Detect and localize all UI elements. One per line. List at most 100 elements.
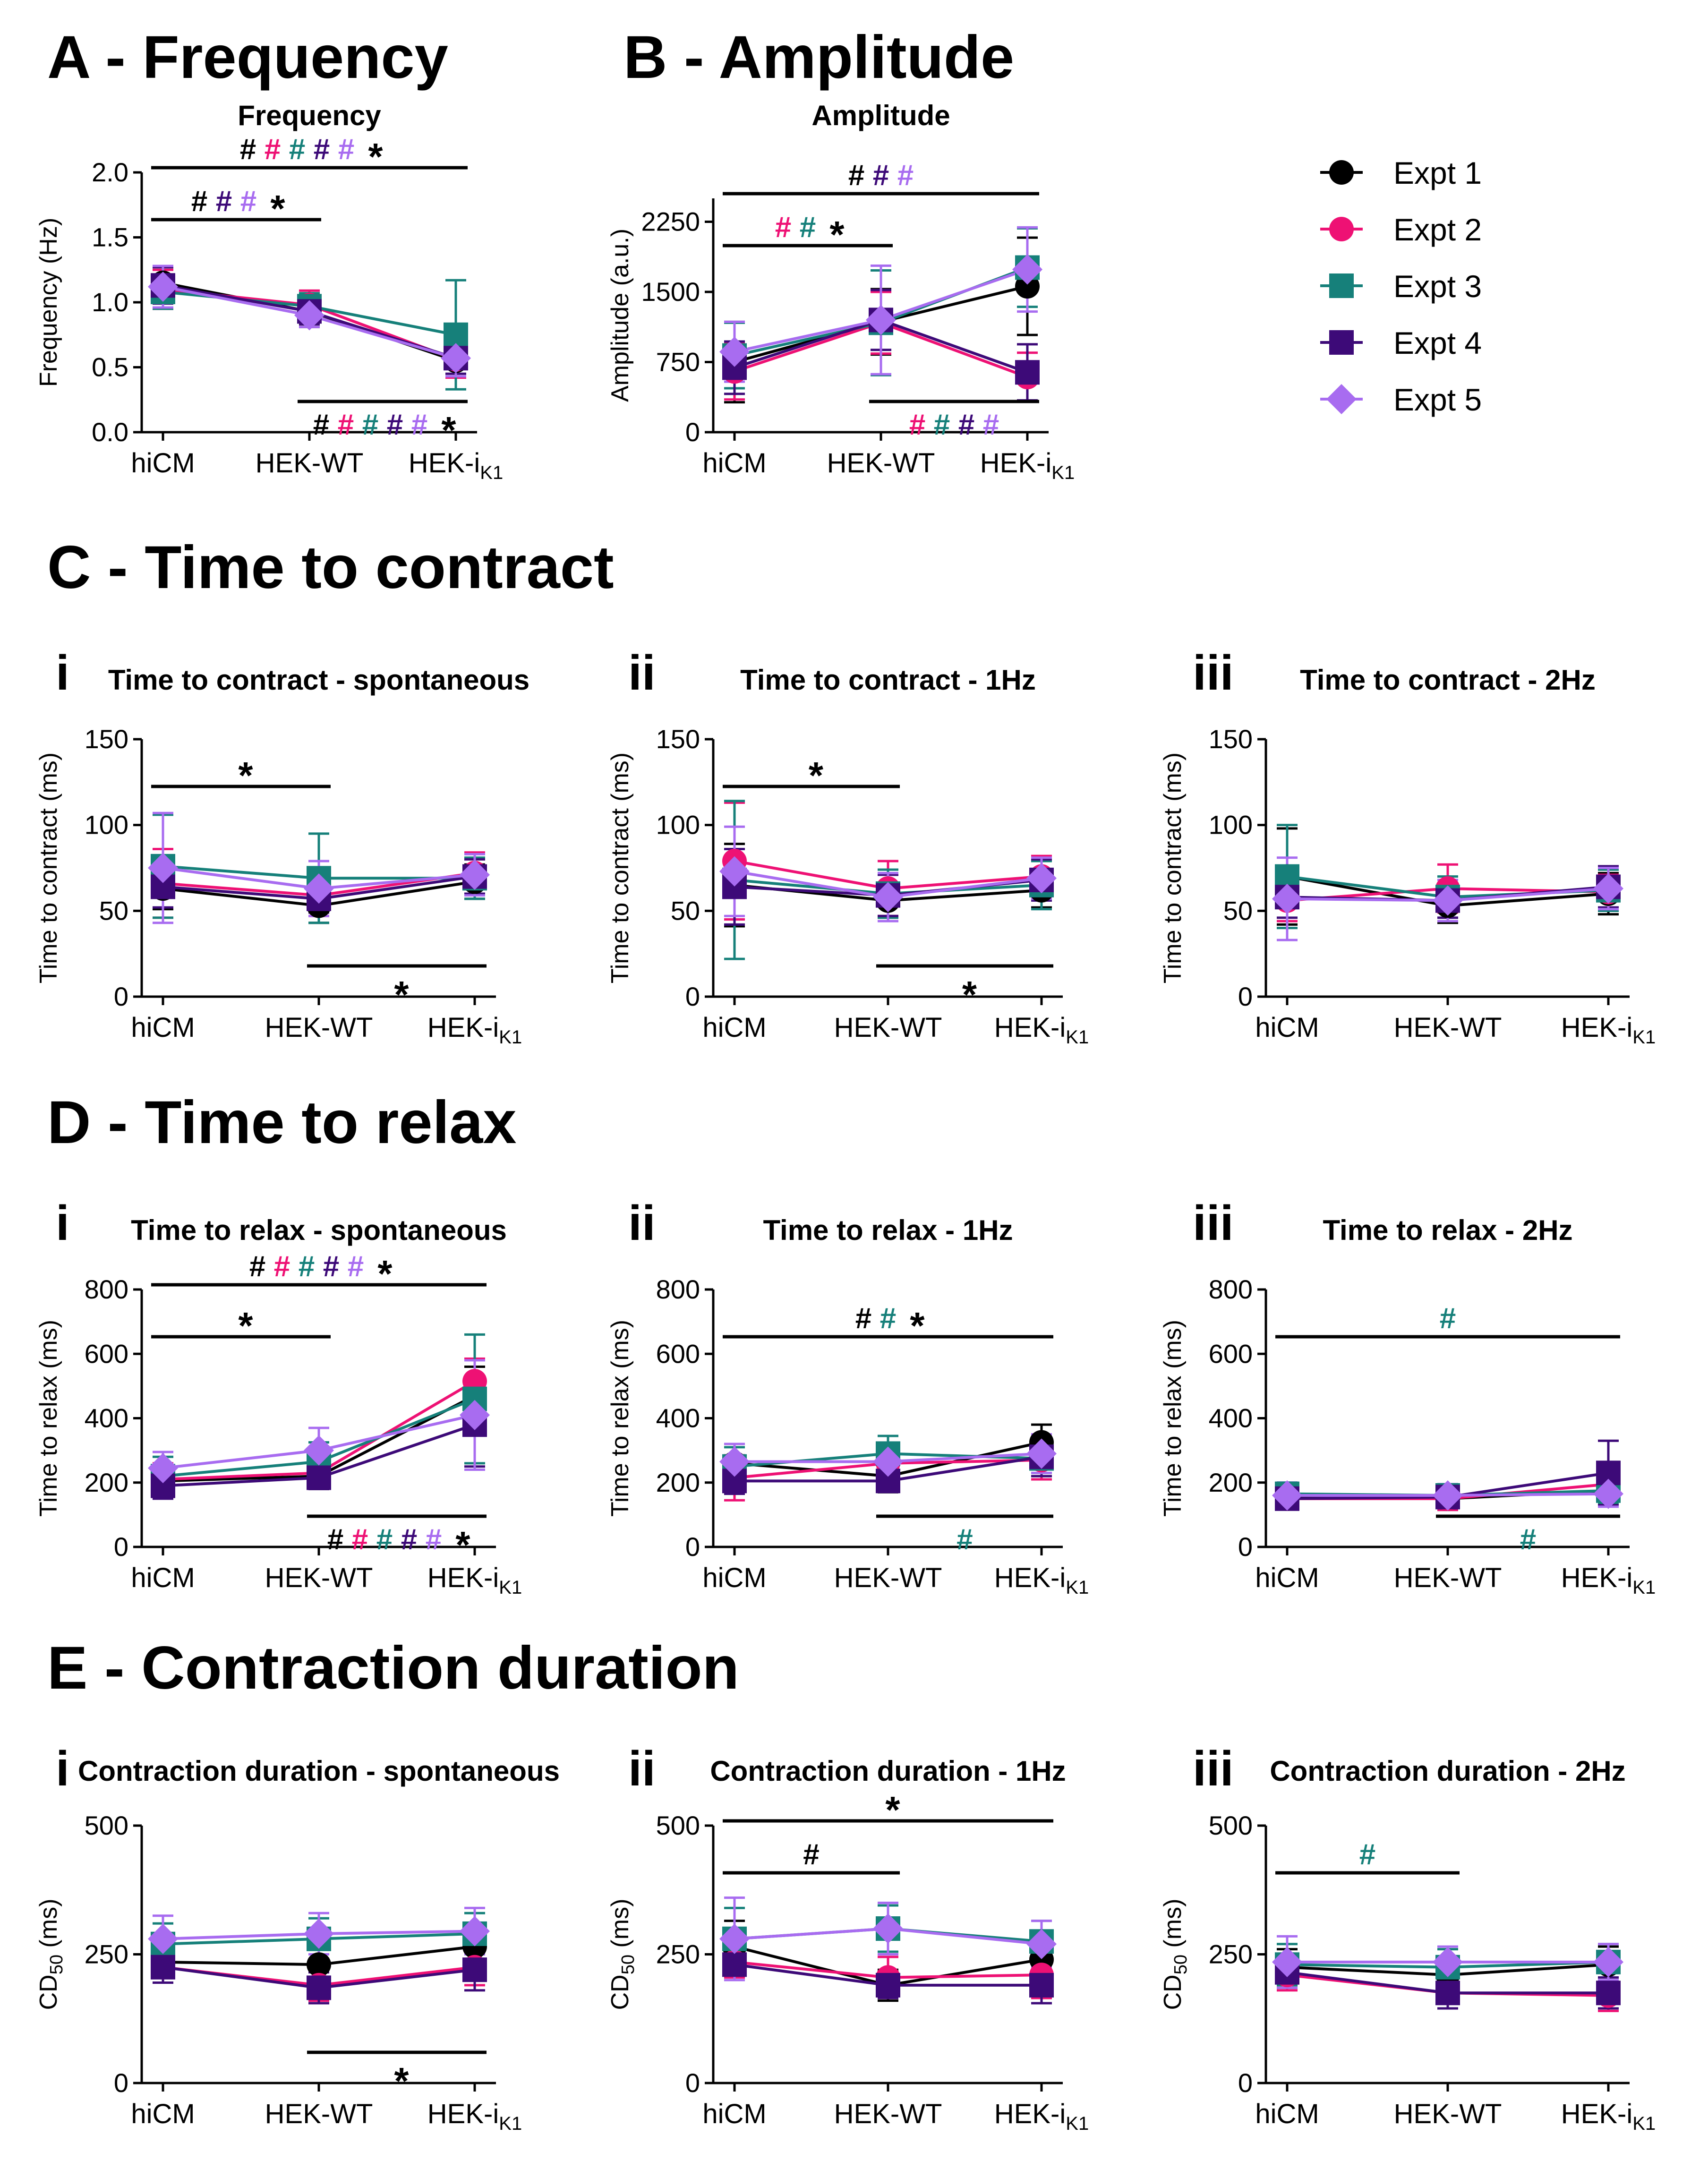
x-tick-label: hiCM <box>702 448 766 478</box>
significance-star: * <box>368 136 383 178</box>
chart-cii: Time to contract - 1Hz 0 50 100 150 hiCM HEK-W… <box>606 664 1089 1048</box>
data-point <box>873 882 903 913</box>
chart-title: Amplitude <box>811 100 950 131</box>
x-tick-label: HEK-iK1 <box>1561 2099 1656 2134</box>
x-tick-label: hiCM <box>702 1012 766 1043</box>
section-title-d: D - Time to relax <box>47 1089 517 1156</box>
panel-label-ciii: iii <box>1193 646 1234 700</box>
y-axis-label: Frequency (Hz) <box>35 218 62 387</box>
x-tick-label: HEK-WT <box>1394 1012 1502 1043</box>
significance-hash: # <box>376 1523 393 1556</box>
x-tick-label: HEK-WT <box>1394 1563 1502 1593</box>
y-tick-label: 50 <box>1223 896 1253 925</box>
data-point <box>1015 274 1040 299</box>
data-point <box>719 1446 750 1477</box>
data-point <box>148 1923 178 1954</box>
significance-hash: # <box>803 1838 819 1871</box>
significance-hash: # <box>848 159 864 192</box>
significance-hash: # <box>880 1302 896 1335</box>
y-tick-label: 500 <box>656 1810 700 1840</box>
data-point <box>148 272 178 302</box>
chart-title: Contraction duration - spontaneous <box>78 1755 560 1787</box>
x-tick-label: hiCM <box>1255 1012 1319 1043</box>
section-title-a: A - Frequency <box>47 24 448 91</box>
chart-a: Frequency 0.0 0.5 1.0 1.5 2.0 hiCM HEK-WT HEK-iK… <box>35 100 503 483</box>
data-point <box>1272 1480 1302 1511</box>
data-point <box>1012 254 1042 285</box>
y-tick-label: 50 <box>99 896 128 925</box>
data-point <box>151 1955 175 1980</box>
data-point <box>719 336 750 367</box>
data-point <box>460 1916 490 1947</box>
significance-hash: # <box>426 1523 442 1556</box>
significance-star: * <box>238 754 253 796</box>
legend-marker <box>1329 160 1354 185</box>
y-tick-label: 150 <box>85 724 128 754</box>
legend-label: Expt 2 <box>1393 212 1482 247</box>
data-point <box>873 1913 903 1944</box>
y-tick-label: 0 <box>685 2068 700 2098</box>
x-tick-label: HEK-iK1 <box>980 448 1075 483</box>
significance-star: * <box>394 973 409 1016</box>
x-tick-label: HEK-WT <box>256 448 364 478</box>
data-point <box>444 322 468 347</box>
x-tick-label: HEK-WT <box>834 1012 942 1043</box>
y-tick-label: 400 <box>85 1403 128 1433</box>
y-tick-label: 1.0 <box>92 287 128 317</box>
significance-hash: # <box>265 133 281 166</box>
chart-ci: Time to contract - spontaneous 0 50 100 150 h… <box>35 664 529 1048</box>
data-point <box>1026 1929 1057 1959</box>
y-axis-label: CD50 (ms) <box>606 1899 638 2010</box>
y-tick-label: 50 <box>671 896 700 925</box>
significance-star: * <box>910 1305 925 1347</box>
data-point <box>1026 863 1057 894</box>
significance-hash: # <box>313 409 329 441</box>
y-tick-label: 2250 <box>641 207 700 237</box>
significance-hash: # <box>1440 1302 1456 1335</box>
data-point <box>1026 1438 1057 1469</box>
x-tick-label: HEK-WT <box>1394 2099 1502 2129</box>
y-tick-label: 250 <box>1209 1939 1253 1969</box>
significance-hash: # <box>775 211 791 244</box>
significance-star: * <box>394 2060 409 2102</box>
y-axis-label: Time to contract (ms) <box>35 752 62 983</box>
data-point <box>462 1957 487 1982</box>
data-point <box>719 856 750 887</box>
x-tick-label: HEK-WT <box>834 2099 942 2129</box>
significance-hash: # <box>240 133 256 166</box>
y-tick-label: 0 <box>685 417 700 447</box>
y-tick-label: 0.0 <box>92 417 128 447</box>
data-point <box>1433 885 1463 916</box>
y-tick-label: 100 <box>656 810 700 840</box>
significance-hash: # <box>249 1250 265 1283</box>
panel-label-dii: ii <box>628 1196 656 1251</box>
x-tick-label: hiCM <box>1255 1563 1319 1593</box>
y-tick-label: 800 <box>1209 1274 1253 1304</box>
y-tick-label: 750 <box>656 347 700 377</box>
data-point <box>148 1453 178 1484</box>
data-point <box>1015 360 1040 385</box>
y-tick-label: 0 <box>685 982 700 1011</box>
y-axis-label: CD50 (ms) <box>35 1899 67 2010</box>
panel-label-ei: i <box>56 1742 69 1796</box>
significance-hash: # <box>191 185 207 218</box>
data-point <box>304 1918 334 1949</box>
y-tick-label: 500 <box>1209 1810 1253 1840</box>
panel-label-cii: ii <box>628 646 656 700</box>
y-tick-label: 2.0 <box>92 157 128 187</box>
legend-label: Expt 4 <box>1393 325 1482 360</box>
y-axis-label: Time to relax (ms) <box>35 1320 62 1517</box>
y-tick-label: 200 <box>85 1468 128 1497</box>
chart-title: Time to contract - spontaneous <box>108 664 529 696</box>
chart-di: Time to relax - spontaneous 0 200 400 600 800… <box>35 1214 522 1598</box>
y-tick-label: 1500 <box>641 277 700 307</box>
significance-hash: # <box>873 159 889 192</box>
y-tick-label: 0 <box>114 982 128 1011</box>
significance-hash: # <box>401 1523 417 1556</box>
y-tick-label: 100 <box>85 810 128 840</box>
y-axis-label: Time to relax (ms) <box>1159 1320 1187 1517</box>
x-tick-label: hiCM <box>1255 2099 1319 2129</box>
data-point <box>1593 873 1623 904</box>
y-tick-label: 0 <box>1238 982 1253 1011</box>
x-tick-label: HEK-iK1 <box>994 2099 1089 2134</box>
